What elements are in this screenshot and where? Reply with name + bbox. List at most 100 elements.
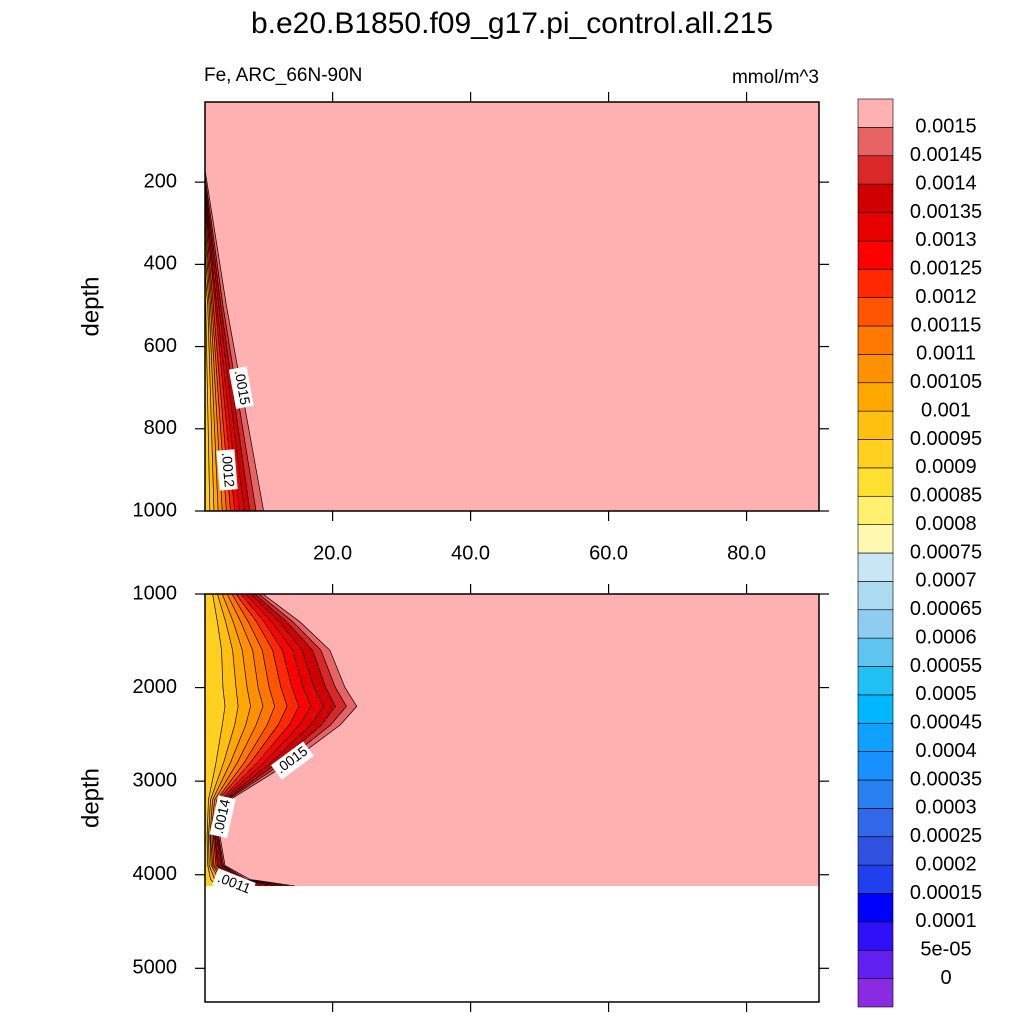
contour-line xyxy=(204,182,251,512)
y-tick-label: 800 xyxy=(144,417,177,439)
colorbar-label: 0.00045 xyxy=(910,712,982,734)
colorbar-label: 0.00035 xyxy=(910,768,982,790)
y-axis-label: depth xyxy=(77,768,104,828)
colorbar-box xyxy=(857,240,894,270)
colorbar-box xyxy=(857,581,894,611)
units: mmol/m^3 xyxy=(732,67,819,88)
contour-line xyxy=(211,593,276,887)
y-tick-label: 4000 xyxy=(133,863,178,885)
colorbar-label: 5e-05 xyxy=(920,939,971,961)
contour-line xyxy=(210,593,264,887)
colorbar-label: 0.0007 xyxy=(915,570,976,592)
contour-line xyxy=(204,210,231,512)
contour-line xyxy=(214,593,312,887)
y-axis-label: depth xyxy=(77,276,104,336)
colorbar-label: 0.0003 xyxy=(915,797,976,819)
colorbar-label: 0.001 xyxy=(921,399,971,421)
contour-line xyxy=(204,223,227,512)
colorbar-label: 0.00085 xyxy=(910,485,982,507)
colorbar-box xyxy=(857,382,894,412)
colorbar-label: 0.0015 xyxy=(915,116,976,138)
contour-label: .0012 xyxy=(216,449,238,491)
background-fill xyxy=(205,102,819,511)
colorbar-box xyxy=(857,155,894,185)
colorbar-box xyxy=(857,978,894,1008)
colorbar-box xyxy=(857,808,894,838)
colorbar-box xyxy=(857,212,894,242)
contour-line xyxy=(212,593,288,887)
contour-line xyxy=(218,593,347,887)
contour-label: .0014 xyxy=(209,795,236,839)
colorbar-box xyxy=(857,666,894,696)
colorbar-box xyxy=(857,183,894,213)
contour-label-bg xyxy=(209,795,236,839)
colorbar-box xyxy=(857,552,894,582)
colorbar-label: 0 xyxy=(940,967,951,989)
x-tick-label: 80.0 xyxy=(727,542,766,564)
colorbar-label: 0.0001 xyxy=(915,910,976,932)
contour-label-text: .0015 xyxy=(232,369,254,407)
contour-line xyxy=(204,272,215,512)
colorbar-label: 0.00115 xyxy=(911,314,982,336)
contour-line xyxy=(204,252,219,512)
colorbar-box xyxy=(857,297,894,327)
colorbar-label: 0.00015 xyxy=(910,882,982,904)
colorbar-box xyxy=(857,495,894,525)
contour-line xyxy=(219,593,358,887)
contour-line xyxy=(206,593,226,887)
y-tick-label: 600 xyxy=(144,335,177,357)
colorbar-label: 0.00135 xyxy=(910,201,982,223)
plot-frame xyxy=(204,101,820,512)
colorbar-box xyxy=(857,439,894,469)
colorbar-box xyxy=(857,354,894,384)
colorbar-box xyxy=(857,609,894,639)
y-tick-label: 3000 xyxy=(133,769,178,791)
colorbar-label: 0.00125 xyxy=(910,258,982,280)
colorbar-box xyxy=(857,410,894,440)
y-tick-label: 5000 xyxy=(133,957,178,979)
contour-line xyxy=(217,593,336,887)
colorbar-label: 0.0012 xyxy=(915,286,976,308)
contour-line xyxy=(204,188,245,512)
contour-line xyxy=(214,593,300,887)
contour-line xyxy=(204,194,240,512)
contour-label-bg xyxy=(216,449,238,491)
colorbar-label: 0.0014 xyxy=(915,172,976,194)
x-tick-label: 60.0 xyxy=(589,542,628,564)
contour-line xyxy=(204,169,264,512)
x-tick-label: 40.0 xyxy=(451,542,490,564)
colorbar-box xyxy=(857,779,894,809)
contour-label-text: .0014 xyxy=(210,797,233,835)
chart-title: b.e20.B1850.f09_g17.pi_control.all.215 xyxy=(251,7,773,40)
colorbar-box xyxy=(857,836,894,866)
colorbar-label: 0.00075 xyxy=(910,541,982,563)
colorbar-label: 0.0013 xyxy=(915,229,976,251)
contour-line xyxy=(204,175,257,512)
contour-label-bg xyxy=(211,868,256,900)
colorbar-label: 0.00055 xyxy=(910,655,982,677)
colorbar-box xyxy=(857,722,894,752)
colorbar-box xyxy=(857,268,894,298)
contour-label-bg xyxy=(270,741,314,780)
subtitle: Fe, ARC_66N-90N xyxy=(204,65,362,86)
colorbar-box xyxy=(857,893,894,923)
contour-label: .0015 xyxy=(228,366,254,409)
colorbar-label: 0.00095 xyxy=(910,428,982,450)
colorbar-label: 0.0008 xyxy=(915,513,976,535)
colorbar-label: 0.0002 xyxy=(915,853,976,875)
plot-frame xyxy=(204,593,820,1003)
contour-line xyxy=(209,593,251,887)
colorbar-box xyxy=(857,949,894,979)
y-tick-label: 1000 xyxy=(133,582,178,604)
colorbar-label: 0.00145 xyxy=(910,144,982,166)
contour-line xyxy=(204,202,236,512)
colorbar-label: 0.0004 xyxy=(915,740,976,762)
colorbar-box xyxy=(857,637,894,667)
contour-line xyxy=(208,593,239,887)
contour-label-bg xyxy=(228,366,254,409)
y-tick-label: 1000 xyxy=(133,499,178,521)
x-tick-label: 20.0 xyxy=(313,542,352,564)
y-tick-label: 400 xyxy=(144,253,177,275)
colorbar-box xyxy=(857,694,894,724)
